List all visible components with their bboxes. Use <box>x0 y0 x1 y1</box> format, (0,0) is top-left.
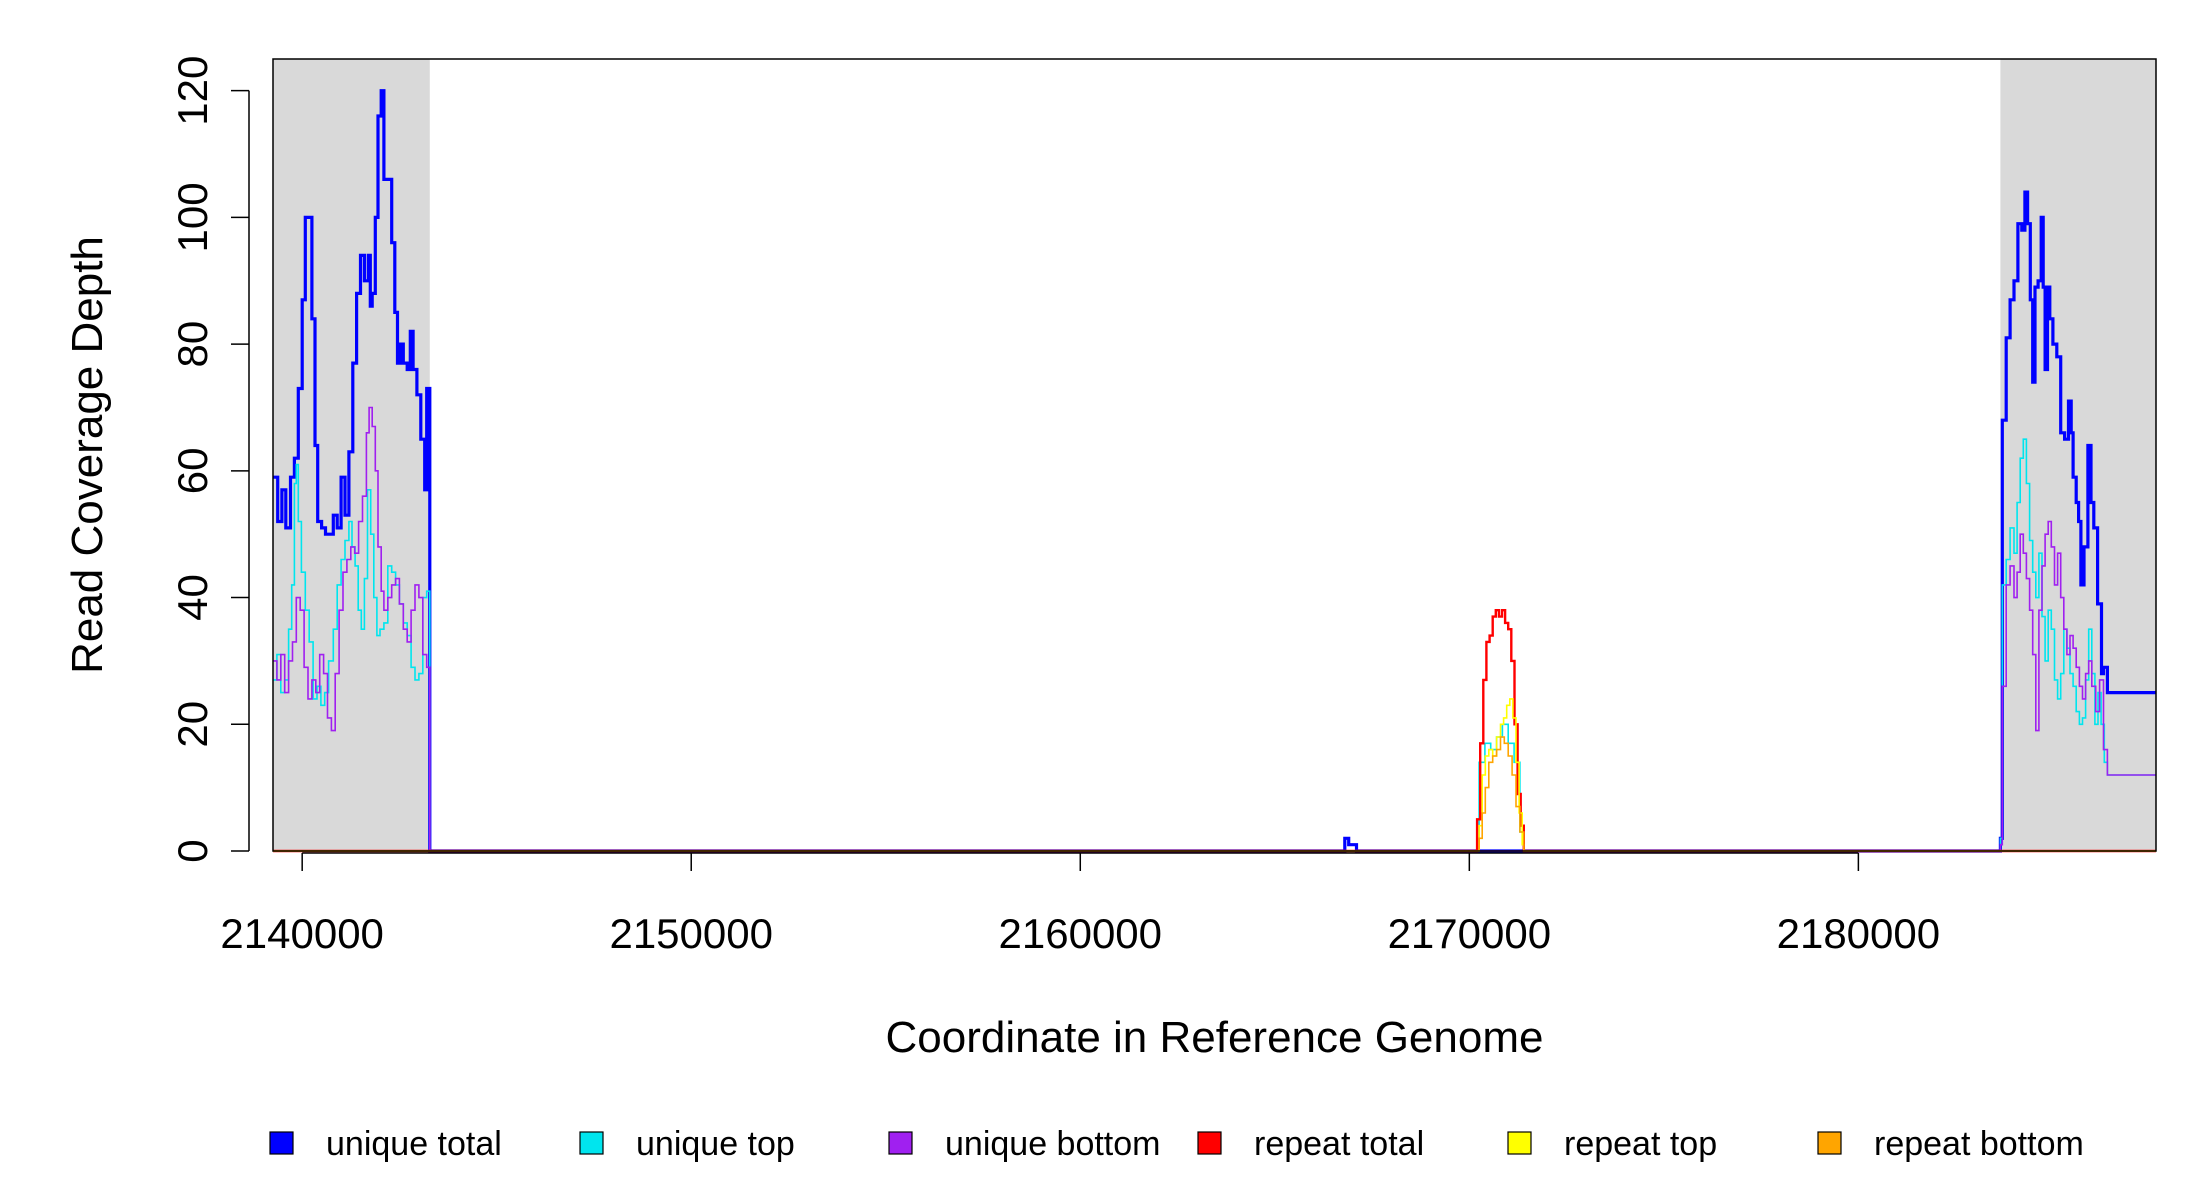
y-tick-label: 120 <box>169 56 216 126</box>
legend-swatch-unique-top <box>579 1131 604 1155</box>
x-axis: 2140000 2150000 2160000 2170000 2180000 <box>220 852 1941 957</box>
x-tick-label: 2180000 <box>1777 910 1941 957</box>
x-axis-label: Coordinate in Reference Genome <box>886 1013 1544 1062</box>
y-tick-label: 80 <box>169 321 216 368</box>
legend-label-unique-bottom: unique bottom <box>945 1125 1161 1163</box>
y-tick-label: 20 <box>169 701 216 748</box>
x-tick-label: 2140000 <box>220 910 384 957</box>
legend-swatch-repeat-bottom <box>1817 1131 1842 1155</box>
series-lines <box>273 89 2156 853</box>
y-tick-label: 60 <box>169 447 216 494</box>
series-line-repeat-total <box>273 609 2156 853</box>
legend-label-repeat-top: repeat top <box>1564 1125 1717 1163</box>
x-tick-label: 2150000 <box>609 910 773 957</box>
y-tick-label: 100 <box>169 182 216 252</box>
legend-swatch-repeat-total <box>1197 1131 1222 1155</box>
y-tick-label: 40 <box>169 574 216 621</box>
legend-swatch-unique-bottom <box>888 1131 913 1155</box>
y-tick-label: 0 <box>169 839 216 862</box>
legend-label-repeat-bottom: repeat bottom <box>1874 1125 2084 1163</box>
y-axis-label: Read Coverage Depth <box>63 236 112 674</box>
x-tick-label: 2160000 <box>999 910 1163 957</box>
legend-label-repeat-total: repeat total <box>1254 1125 1424 1163</box>
legend-label-unique-top: unique top <box>636 1125 795 1163</box>
legend-label-unique-total: unique total <box>326 1125 502 1163</box>
series-line-repeat-top <box>273 698 2156 852</box>
shaded-region-1 <box>273 59 430 851</box>
y-axis: 0 20 40 60 80 100 120 <box>169 56 250 863</box>
legend-swatch-unique-total <box>269 1131 294 1155</box>
legend: unique total unique top unique bottom repea… <box>269 1125 2084 1163</box>
series-line-repeat-bottom <box>273 736 2156 852</box>
x-tick-label: 2170000 <box>1388 910 1552 957</box>
legend-swatch-repeat-top <box>1507 1131 1532 1155</box>
plot-frame <box>272 58 2157 852</box>
series-line-unique-total <box>273 89 2156 853</box>
series-line-unique-bottom <box>273 406 2156 852</box>
